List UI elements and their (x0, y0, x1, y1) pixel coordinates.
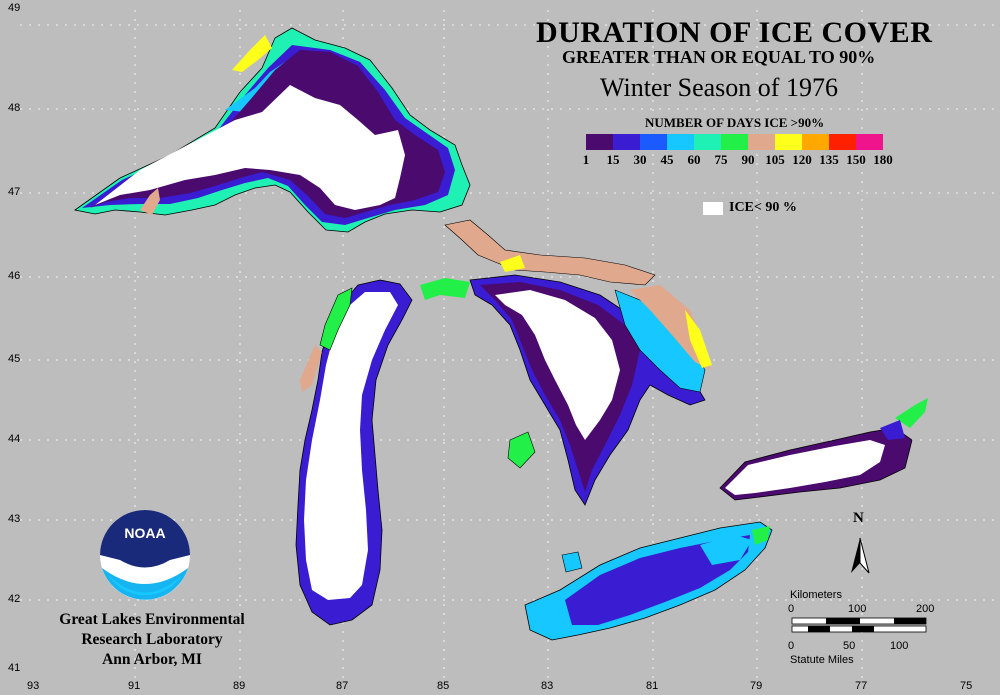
graticule (20, 10, 995, 680)
legend-swatch (613, 134, 640, 150)
lake-ontario (719, 398, 928, 501)
saginaw-green (507, 431, 536, 469)
scale-km-tick-0: 0 (788, 603, 795, 615)
legend-swatch (586, 134, 613, 150)
legend-swatch (748, 134, 775, 150)
legend-swatch (721, 134, 748, 150)
lon-label-93: 93 (27, 680, 40, 692)
lon-label-83: 83 (541, 680, 554, 692)
lat-label-41: 41 (8, 662, 21, 674)
north-label: N (853, 510, 864, 526)
legend-tick-label: 1 (582, 152, 590, 167)
lake-superior (74, 27, 471, 233)
green-bay-tan (300, 345, 322, 392)
north-channel-yellow (500, 255, 525, 272)
lat-label-44: 44 (8, 433, 21, 445)
scale-mi-tick-50: 50 (843, 640, 856, 652)
lon-label-79: 79 (750, 680, 763, 692)
ice-legend-label: ICE< 90 % (729, 200, 797, 215)
legend-tick-label: 60 (687, 152, 701, 167)
lake-michigan (295, 278, 470, 626)
erie-blue (565, 535, 750, 625)
scale-mi-title: Statute Miles (790, 654, 854, 666)
legend-swatch (775, 134, 802, 150)
erie-green-end (752, 526, 770, 545)
georgian-bay-yellow (685, 310, 712, 368)
legend-swatch (694, 134, 721, 150)
lat-label-42: 42 (8, 593, 21, 605)
lat-label-49: 49 (8, 2, 21, 14)
org-line-3: Ann Arbor, MI (102, 651, 202, 668)
lon-label-85: 85 (437, 680, 450, 692)
north-arrow-icon (851, 537, 870, 574)
scale-km-tick-200: 200 (916, 603, 935, 615)
lake-erie (524, 521, 773, 641)
noaa-logo-text: NOAA (124, 525, 165, 541)
legend-tick-label: 15 (606, 152, 620, 167)
noaa-logo: NOAA (100, 510, 190, 600)
legend-tick-label: 150 (846, 152, 866, 167)
scale-km-title: Kilometers (790, 589, 842, 601)
ice-legend-swatch (703, 202, 723, 215)
lon-label-89: 89 (233, 680, 246, 692)
legend-tick-label: 135 (819, 152, 839, 167)
legend-swatch (667, 134, 694, 150)
lon-label-87: 87 (336, 680, 349, 692)
michigan-north-green (420, 278, 470, 300)
lat-label-45: 45 (8, 353, 21, 365)
map-title: DURATION OF ICE COVER (536, 16, 933, 49)
lon-label-75: 75 (960, 680, 973, 692)
legend-swatch (640, 134, 667, 150)
lon-label-91: 91 (128, 680, 141, 692)
north-channel (444, 219, 656, 286)
erie-cyan-patch (700, 535, 752, 565)
legend-swatch (829, 134, 856, 150)
legend-tick-label: 45 (660, 152, 674, 167)
legend-swatch (856, 134, 883, 150)
legend-tick-label: 30 (633, 152, 647, 167)
ontario-east-green (895, 398, 928, 428)
organization-credit: Great Lakes Environmental Research Labor… (38, 610, 266, 670)
green-bay (319, 287, 353, 351)
superior-yellow-shore (232, 35, 272, 72)
lat-label-46: 46 (8, 270, 21, 282)
legend-tick-label: 105 (765, 152, 785, 167)
legend-tick-label: 120 (792, 152, 812, 167)
org-line-1: Great Lakes Environmental (59, 611, 245, 628)
legend-tick-label: 90 (741, 152, 755, 167)
superior-tan-shore (140, 188, 160, 215)
scale-mi-tick-0: 0 (788, 640, 795, 652)
legend-tick-label: 180 (873, 152, 893, 167)
lat-label-43: 43 (8, 513, 21, 525)
legend-tick-label: 75 (714, 152, 728, 167)
superior-white (95, 85, 405, 210)
map-subtitle: GREATER THAN OR EQUAL TO 90% (562, 47, 876, 67)
scale-bar (791, 617, 927, 633)
georgian-bay-tan (630, 285, 710, 370)
lake-st-clair (561, 551, 583, 573)
michigan-white (304, 292, 398, 600)
org-line-2: Research Laboratory (81, 631, 223, 648)
season-title: Winter Season of 1976 (600, 73, 838, 102)
scale-mi-tick-100: 100 (890, 640, 909, 652)
lat-label-47: 47 (8, 186, 21, 198)
legend-swatch (802, 134, 829, 150)
ontario-white (725, 440, 885, 495)
lon-label-81: 81 (646, 680, 659, 692)
scale-km-tick-100: 100 (848, 603, 867, 615)
huron-white (495, 290, 620, 440)
lat-label-48: 48 (8, 102, 21, 114)
legend-title: NUMBER OF DAYS ICE >90% (645, 115, 825, 130)
legend-color-bar (586, 134, 883, 150)
ontario-east-blue (880, 420, 905, 440)
lake-huron (469, 274, 712, 506)
lon-label-77: 77 (855, 680, 868, 692)
